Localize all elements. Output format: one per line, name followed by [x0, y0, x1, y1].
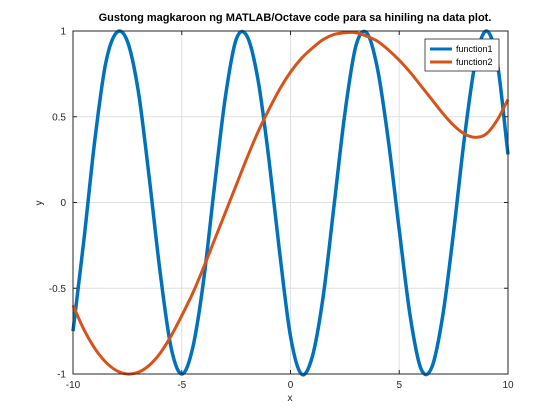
- chart-title: Gustong magkaroon ng MATLAB/Octave code …: [99, 12, 492, 24]
- y-tick-label: -0.5: [49, 284, 67, 295]
- y-tick-label: 0.5: [52, 112, 66, 123]
- legend: function1 function2: [424, 38, 500, 72]
- y-tick-label: 1: [60, 27, 66, 38]
- series-line-function1: [71, 29, 510, 377]
- x-axis-label: x: [288, 393, 293, 404]
- x-tick-label: 10: [502, 380, 514, 391]
- series-layer: [71, 29, 510, 377]
- legend-label-function1: function1: [456, 44, 493, 54]
- x-tick-label: 0: [288, 380, 294, 391]
- x-tick-label: -5: [177, 380, 186, 391]
- legend-box: [424, 38, 500, 72]
- legend-label-function2: function2: [456, 57, 493, 67]
- y-axis-label: y: [34, 201, 45, 206]
- x-tick-label: -10: [66, 380, 81, 391]
- ticks: -10 -5 0 5 10 -1 -0.5 0 0.5 1: [49, 27, 514, 392]
- y-tick-label: -1: [57, 370, 66, 381]
- y-tick-label: 0: [60, 198, 66, 209]
- x-tick-label: 5: [396, 380, 402, 391]
- series-line-function2: [71, 30, 510, 376]
